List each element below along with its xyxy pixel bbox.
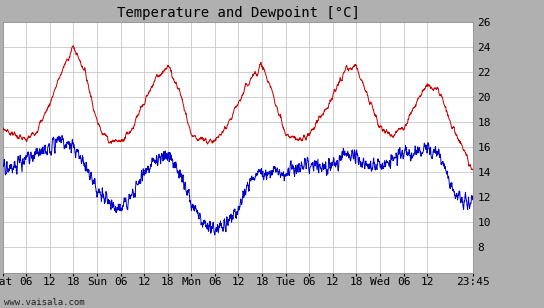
Text: www.vaisala.com: www.vaisala.com bbox=[4, 298, 85, 307]
Title: Temperature and Dewpoint [°C]: Temperature and Dewpoint [°C] bbox=[116, 6, 360, 20]
